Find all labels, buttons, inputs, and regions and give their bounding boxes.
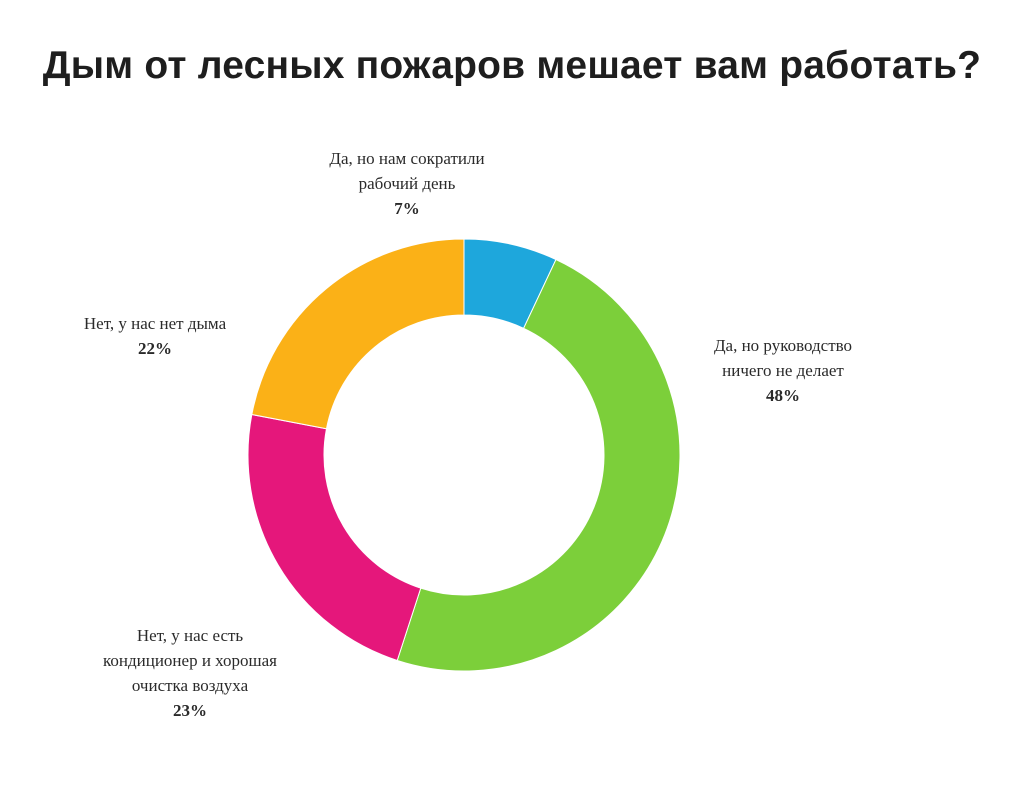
slice-no-smoke bbox=[251, 238, 465, 430]
slice-value-label: 48% bbox=[766, 386, 800, 405]
chart-title: Дым от лесных пожаров мешает вам работат… bbox=[42, 44, 982, 87]
slice-label-management-does-nothing: Да, но руководство ничего не делает 48% bbox=[658, 333, 908, 408]
slice-label-text: кондиционер и хорошая bbox=[103, 651, 277, 670]
slice-label-text: ничего не делает bbox=[722, 361, 844, 380]
donut-slices bbox=[247, 238, 681, 672]
slice-label-text: Да, но руководство bbox=[713, 336, 853, 355]
slice-label-text: очистка воздуха bbox=[131, 676, 249, 695]
slice-label-text: Да, но нам сократили bbox=[329, 149, 485, 168]
slice-label-text: Нет, у нас нет дыма bbox=[83, 314, 227, 333]
slice-label-air-conditioning: Нет, у нас есть кондиционер и хорошая оч… bbox=[45, 623, 335, 723]
slice-value-label: 23% bbox=[173, 701, 207, 720]
slice-management-does-nothing bbox=[396, 258, 681, 672]
slice-value-label: 22% bbox=[138, 339, 172, 358]
slice-label-no-smoke: Нет, у нас нет дыма 22% bbox=[10, 311, 300, 361]
slice-label-text: Нет, у нас есть bbox=[136, 626, 244, 645]
slice-label-text: рабочий день bbox=[358, 174, 456, 193]
slice-value-label: 7% bbox=[394, 199, 420, 218]
slice-air-conditioning bbox=[247, 413, 422, 662]
slice-label-shortened-day: Да, но нам сократили рабочий день 7% bbox=[282, 146, 532, 221]
